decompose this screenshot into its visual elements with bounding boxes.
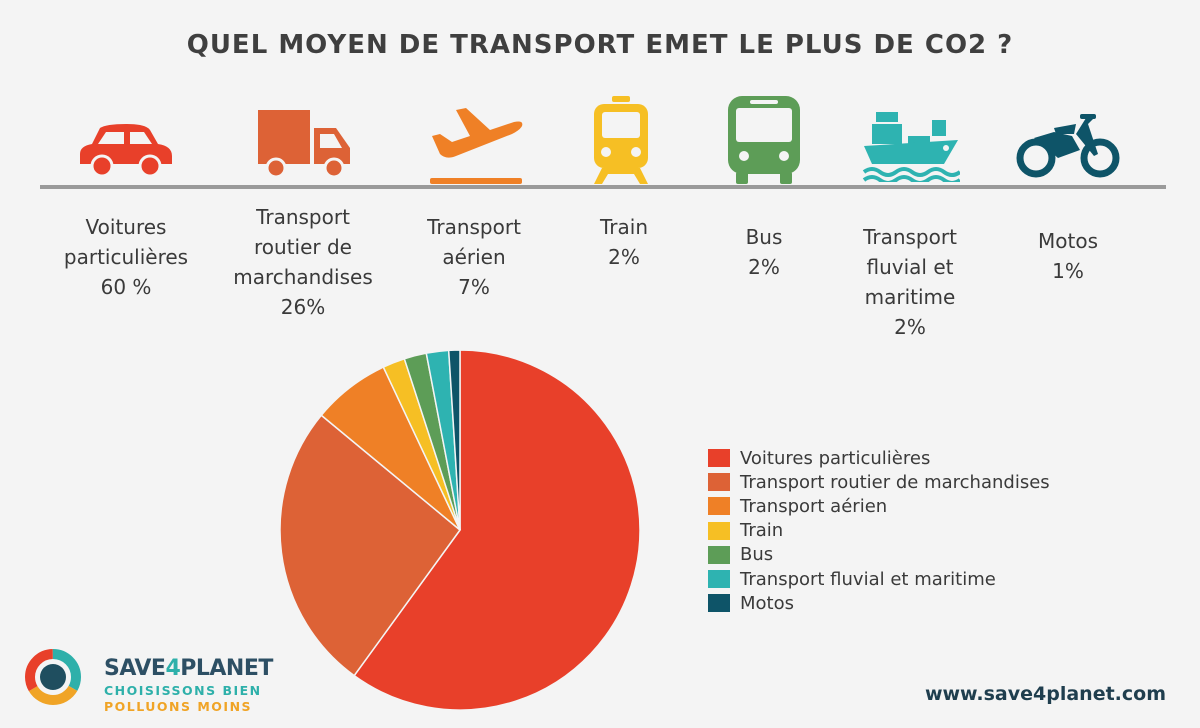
category-label-line: 2% [608, 245, 640, 269]
category-label-line: 60 % [100, 275, 152, 299]
legend-label: Voitures particulières [740, 447, 931, 469]
category-label-line: 1% [1052, 259, 1084, 283]
pie-slice [447, 349, 461, 531]
legend-label: Bus [740, 544, 774, 566]
legend-label: Motos [740, 592, 794, 614]
legend-item: Transport aérien [708, 494, 1050, 518]
legend-swatch [708, 570, 730, 589]
category-label: Transport routier de marchandises 26% [203, 202, 403, 322]
category-label-line: aérien [442, 245, 506, 269]
legend-swatch [708, 473, 730, 492]
category-label-line: 2% [748, 255, 780, 279]
legend-label: Transport routier de marchandises [740, 471, 1050, 493]
brand-block: SAVE4PLANET CHOISISSONS BIEN POLLUONS MO… [104, 656, 273, 714]
truck-icon [258, 110, 350, 179]
motorcycle-icon [1016, 114, 1120, 178]
category-label-line: Bus [745, 225, 783, 249]
category-label-line: Transport [256, 205, 350, 229]
chart-legend: Voitures particulières Transport routier … [708, 446, 1050, 615]
category-label-line: 7% [458, 275, 490, 299]
legend-item: Voitures particulières [708, 446, 1050, 470]
legend-item: Motos [708, 591, 1050, 615]
category-label: Voitures particulières 60 % [26, 212, 226, 302]
legend-swatch [708, 594, 730, 613]
legend-item: Transport fluvial et maritime [708, 567, 1050, 591]
category-label-line: routier de [254, 235, 352, 259]
category-label: Motos 1% [968, 226, 1168, 286]
brand-tagline-2: POLLUONS MOINS [104, 699, 253, 714]
legend-swatch [708, 497, 730, 516]
category-label-line: Transport [427, 215, 521, 239]
category-label-line: particulières [63, 245, 189, 269]
category-label: Bus 2% [664, 222, 864, 282]
category-label: Train 2% [524, 212, 724, 272]
category-label-line: maritime [864, 285, 956, 309]
category-label-line: marchandises [233, 265, 373, 289]
category-label-line: 26% [280, 295, 326, 319]
category-label-line: fluvial et [866, 255, 954, 279]
pie-slice [279, 414, 462, 677]
train-icon [594, 96, 648, 184]
category-label: Transport aérien 7% [374, 212, 574, 302]
save4planet-logo-icon [25, 649, 81, 705]
category-label-line: Voitures [85, 215, 167, 239]
legend-item: Bus [708, 543, 1050, 567]
legend-swatch [708, 521, 730, 540]
brand-tagline-1: CHOISISSONS BIEN [104, 683, 262, 698]
category-label-line: 2% [894, 315, 926, 339]
category-label: Transport fluvial et maritime 2% [810, 222, 1010, 342]
pie-slice [353, 349, 641, 711]
bus-icon [728, 96, 800, 184]
legend-swatch [708, 449, 730, 468]
website-link[interactable]: www.save4planet.com [924, 683, 1166, 705]
airplane-icon [430, 108, 523, 184]
legend-label: Train [740, 520, 784, 542]
legend-item: Transport routier de marchandises [708, 470, 1050, 494]
legend-label: Transport fluvial et maritime [740, 568, 996, 590]
page-title: QUEL MOYEN DE TRANSPORT EMET LE PLUS DE … [186, 30, 1014, 60]
category-label-line: Motos [1038, 229, 1098, 253]
pie-chart [279, 349, 641, 711]
legend-item: Train [708, 519, 1050, 543]
ship-icon [862, 112, 960, 182]
car-icon [80, 124, 172, 178]
category-label-line: Train [600, 215, 648, 239]
category-label-line: Transport [863, 225, 957, 249]
legend-swatch [708, 545, 730, 564]
brand-name: SAVE4PLANET [104, 656, 273, 681]
legend-label: Transport aérien [740, 495, 888, 517]
timeline-divider [40, 185, 1166, 189]
